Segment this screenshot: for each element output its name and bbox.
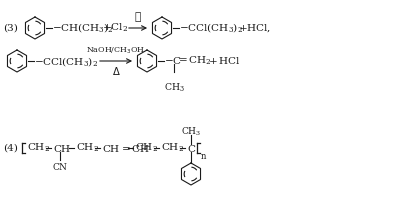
Text: (4): (4) [3, 143, 18, 152]
Text: $\mathregular{=CH_2}$: $\mathregular{=CH_2}$ [176, 55, 212, 67]
Text: $\mathregular{CH_3}$: $\mathregular{CH_3}$ [164, 81, 184, 94]
Text: n: n [201, 152, 206, 161]
Text: (3): (3) [3, 24, 18, 32]
Text: $\mathregular{-CH(CH_3)_2}$: $\mathregular{-CH(CH_3)_2}$ [52, 22, 114, 35]
Text: $\mathregular{-CCl(CH_3)_2}$: $\mathregular{-CCl(CH_3)_2}$ [34, 54, 98, 67]
Text: $\mathregular{-C}$: $\mathregular{-C}$ [164, 56, 182, 67]
Text: $\mathregular{CH}$: $\mathregular{CH}$ [53, 143, 71, 154]
Text: $\Delta$: $\Delta$ [112, 65, 120, 77]
Text: $\mathregular{+\,HCl}$: $\mathregular{+\,HCl}$ [208, 56, 240, 67]
Text: $\mathregular{C}$: $\mathregular{C}$ [187, 143, 196, 154]
Text: $\mathregular{+Cl_2}$: $\mathregular{+Cl_2}$ [102, 22, 128, 34]
Text: $\mathregular{CN}$: $\mathregular{CN}$ [52, 161, 68, 172]
Text: $\mathregular{-CCl(CH_3)_2}$: $\mathregular{-CCl(CH_3)_2}$ [179, 22, 243, 35]
Text: $\mathregular{CH_3}$: $\mathregular{CH_3}$ [181, 126, 201, 138]
Text: $\mathregular{CH_2}$: $\mathregular{CH_2}$ [76, 142, 99, 154]
Text: $\mathregular{+HCl,}$: $\mathregular{+HCl,}$ [238, 22, 271, 34]
Text: $\mathregular{CH_2}$: $\mathregular{CH_2}$ [135, 142, 158, 154]
Text: 光: 光 [135, 12, 141, 22]
Text: $\mathregular{CH_2}$: $\mathregular{CH_2}$ [27, 142, 50, 154]
Text: $\mathregular{CH_2}$: $\mathregular{CH_2}$ [161, 142, 184, 154]
Text: NaOH/CH$_3$OH: NaOH/CH$_3$OH [86, 46, 146, 56]
Text: $\mathregular{CH{=}CH}$: $\mathregular{CH{=}CH}$ [102, 143, 150, 154]
